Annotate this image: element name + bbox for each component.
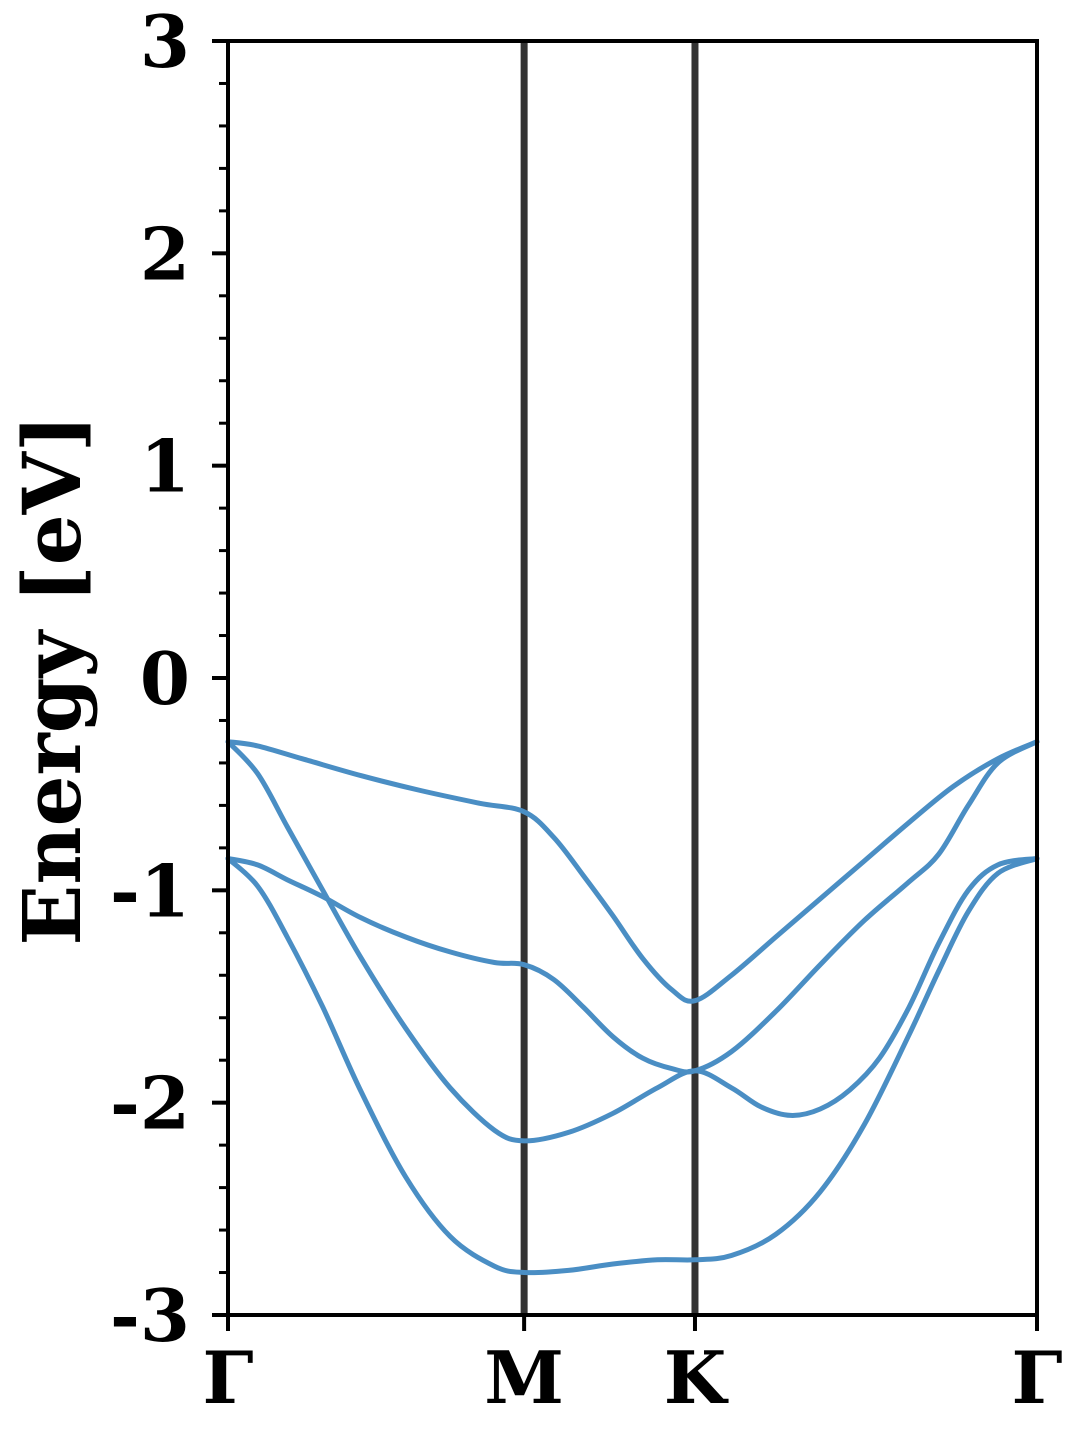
y-axis-ticks: -3 -2 -1 0 1 2 3 xyxy=(110,0,228,1358)
band-line-4 xyxy=(225,856,1040,1276)
x-tick-label: M xyxy=(484,1335,564,1420)
plot-frame xyxy=(226,39,1039,1317)
y-tick-label: 0 xyxy=(140,636,190,721)
x-tick-label: Γ xyxy=(202,1335,253,1420)
y-axis-title: Energy [eV] xyxy=(5,414,99,945)
band-lines xyxy=(225,739,1040,1276)
y-tick-label: 2 xyxy=(140,211,190,296)
band-line-2 xyxy=(225,739,1040,1144)
high-symmetry-lines xyxy=(520,41,699,1315)
band-line-3 xyxy=(225,739,1040,1075)
band-line-1 xyxy=(225,739,1040,1004)
x-tick-label: K xyxy=(664,1335,729,1420)
y-tick-label: 3 xyxy=(140,0,190,84)
y-tick-label: -2 xyxy=(110,1061,190,1146)
y-tick-label: -1 xyxy=(110,848,190,933)
y-tick-label: -3 xyxy=(110,1273,190,1358)
y-tick-label: 1 xyxy=(140,424,190,509)
x-tick-label: Γ xyxy=(1011,1335,1062,1420)
